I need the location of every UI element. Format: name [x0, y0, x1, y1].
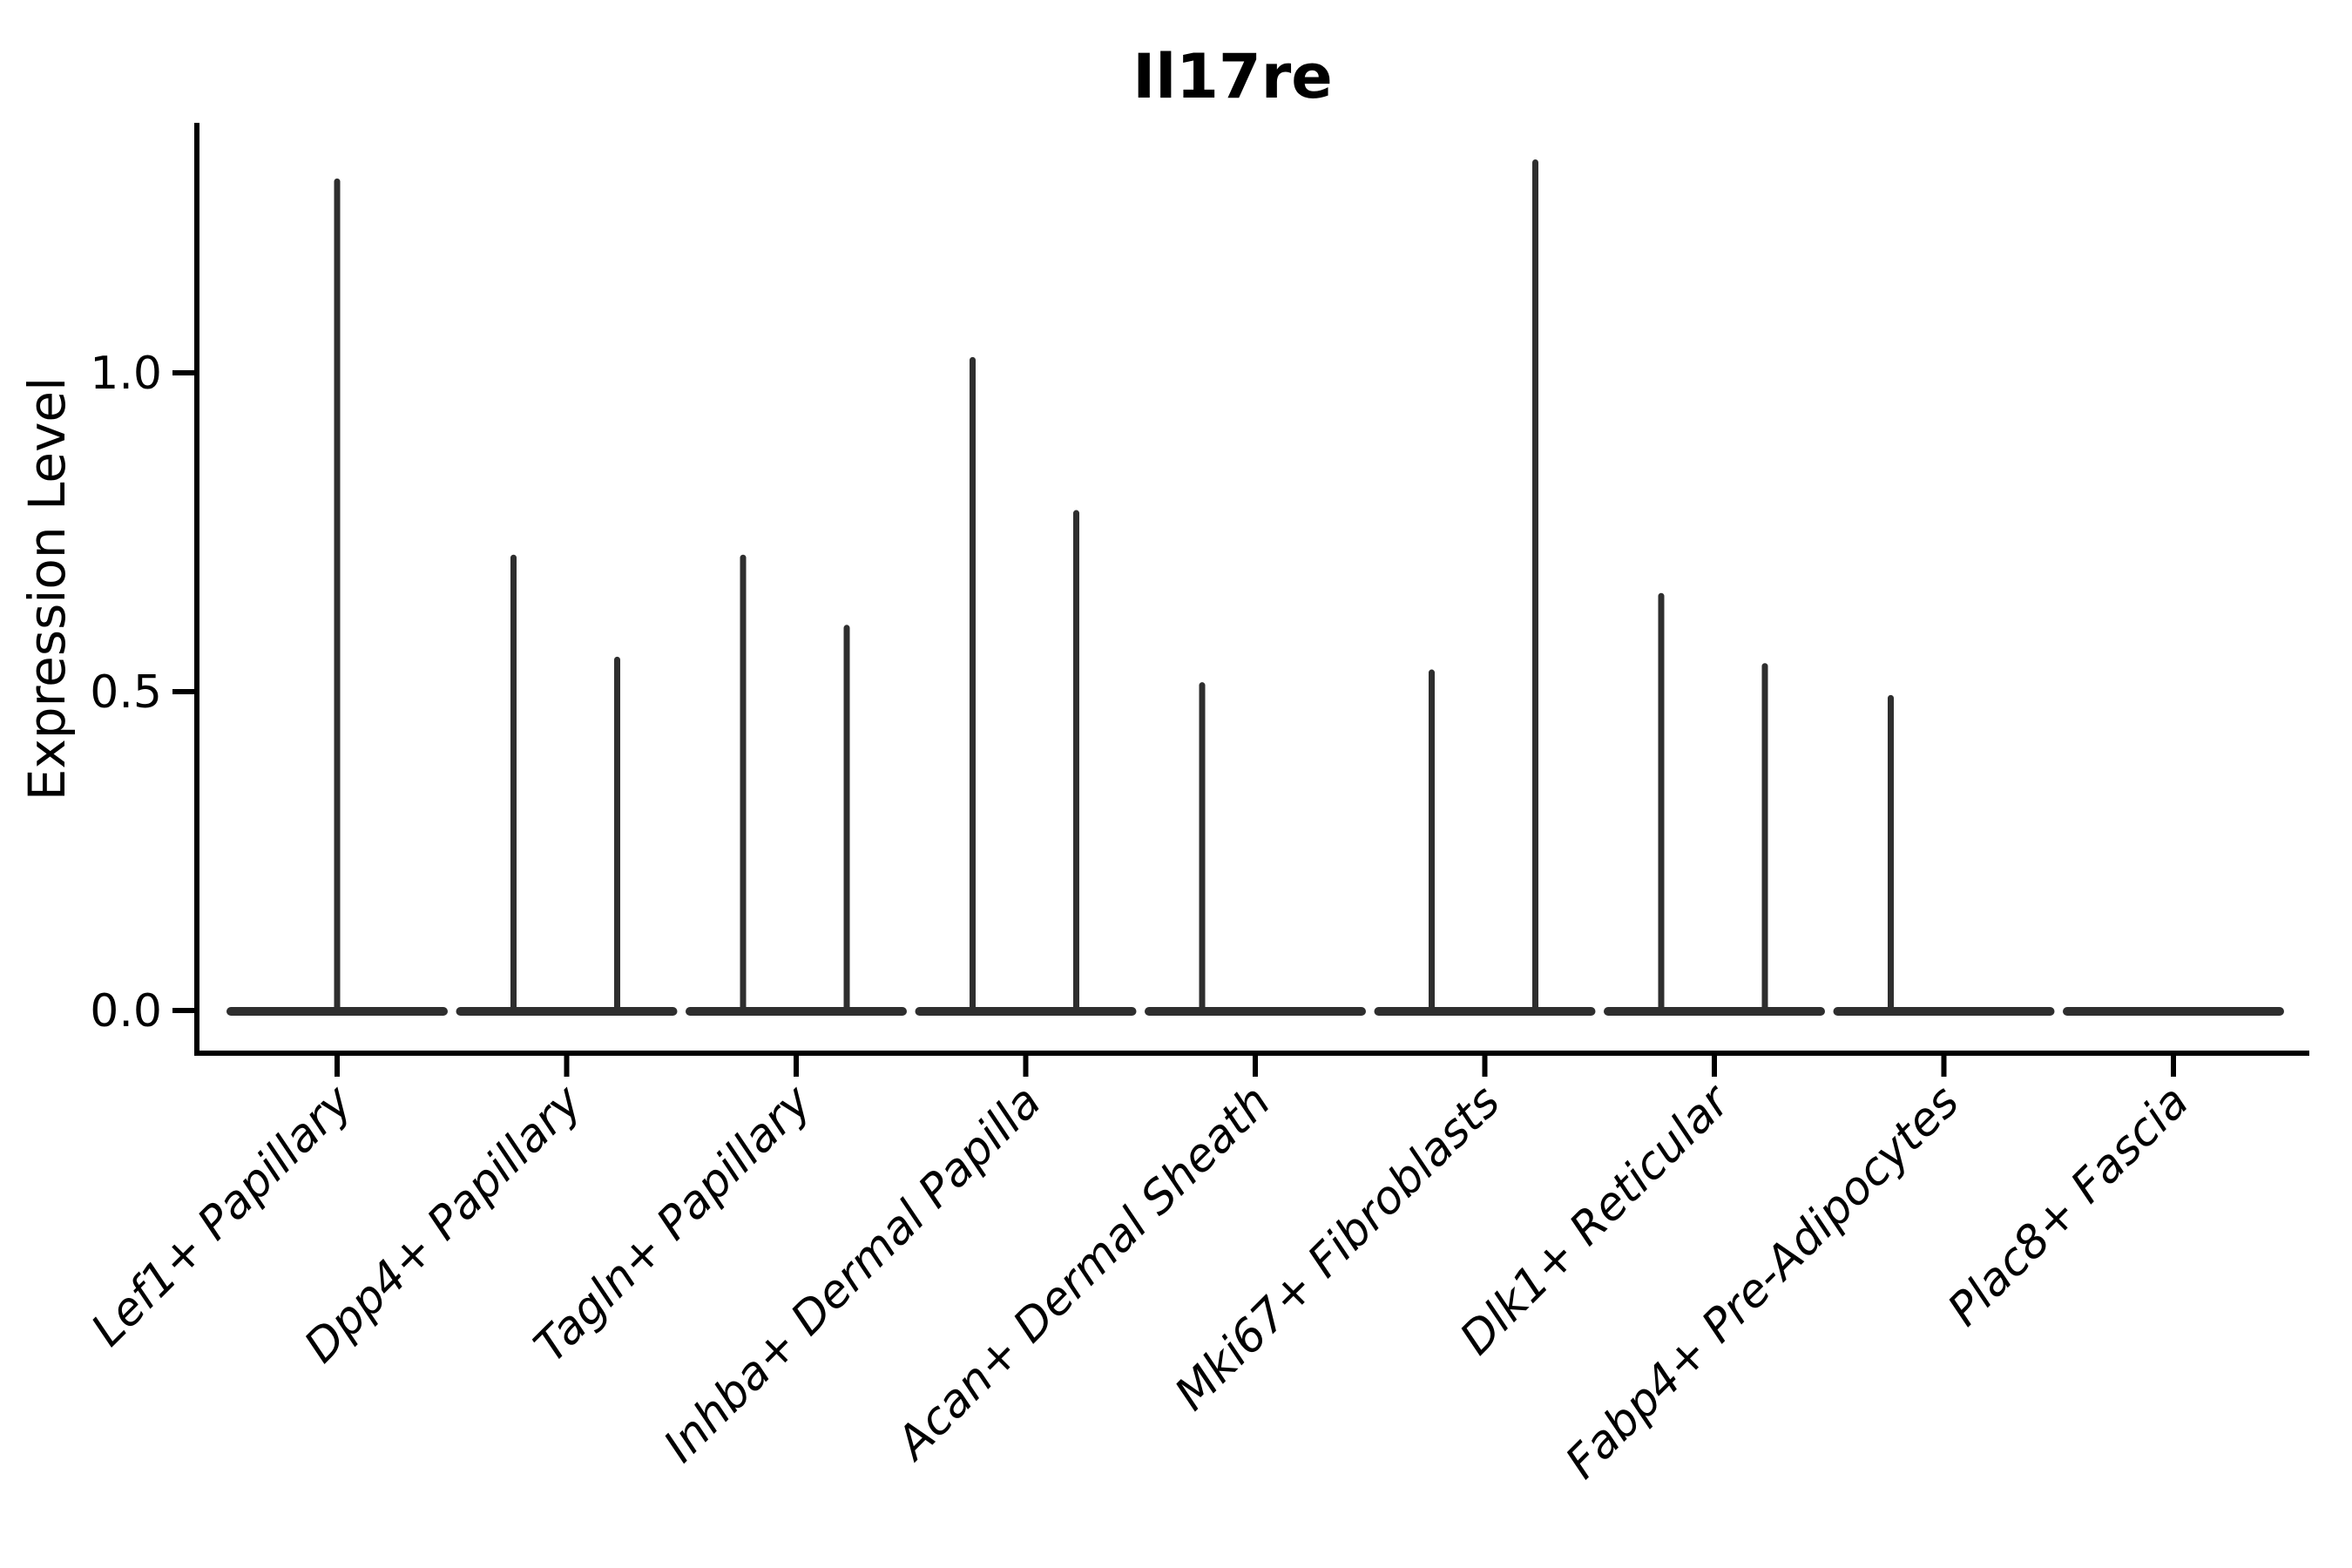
- y-tick-label: 1.0: [90, 348, 162, 400]
- y-axis-label: Expression Level: [17, 377, 77, 801]
- x-tick-label: Fabp4+ Pre-Adipocytes: [1556, 1076, 1970, 1490]
- x-tick-label: Plac8+ Fascia: [1938, 1076, 2199, 1336]
- y-tick-label: 0.0: [90, 985, 162, 1037]
- x-tick-label: Inhba+ Dermal Papilla: [654, 1076, 1051, 1473]
- axes: [172, 123, 2309, 1077]
- violin-marks: [226, 159, 2284, 1016]
- x-tick-label: Acan+ Dermal Sheath: [885, 1076, 1281, 1471]
- chart-title: Il17re: [1132, 41, 1332, 112]
- y-tick-label: 0.5: [90, 666, 162, 719]
